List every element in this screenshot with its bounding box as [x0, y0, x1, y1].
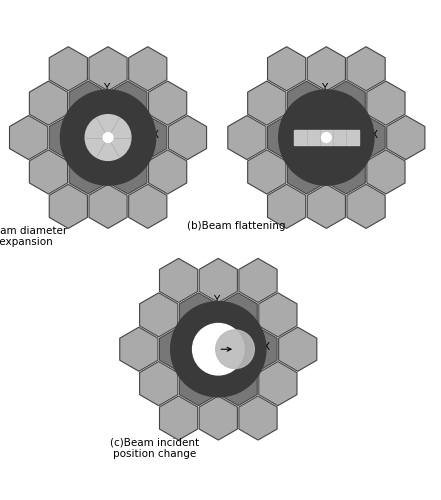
- Circle shape: [103, 132, 113, 142]
- Polygon shape: [179, 362, 217, 406]
- Text: (a) Beam diameter
     expansion: (a) Beam diameter expansion: [0, 226, 67, 248]
- Polygon shape: [109, 150, 147, 194]
- Polygon shape: [10, 116, 48, 160]
- Polygon shape: [149, 81, 187, 125]
- Polygon shape: [89, 184, 127, 228]
- Polygon shape: [347, 116, 385, 160]
- Polygon shape: [219, 362, 257, 406]
- Polygon shape: [367, 81, 405, 125]
- Polygon shape: [140, 293, 178, 337]
- Polygon shape: [268, 116, 306, 160]
- Text: X: X: [262, 342, 269, 352]
- Polygon shape: [30, 150, 67, 194]
- Polygon shape: [69, 150, 107, 194]
- Polygon shape: [168, 116, 206, 160]
- Polygon shape: [228, 116, 266, 160]
- Polygon shape: [288, 81, 325, 125]
- Text: (c)Beam incident
position change: (c)Beam incident position change: [110, 438, 199, 459]
- Polygon shape: [129, 184, 167, 228]
- Polygon shape: [248, 150, 286, 194]
- Polygon shape: [268, 46, 306, 91]
- Circle shape: [321, 132, 331, 142]
- Polygon shape: [179, 293, 217, 337]
- Polygon shape: [149, 150, 187, 194]
- Polygon shape: [387, 116, 425, 160]
- Polygon shape: [199, 258, 237, 302]
- Polygon shape: [120, 327, 158, 372]
- Polygon shape: [140, 362, 178, 406]
- Polygon shape: [69, 81, 107, 125]
- Polygon shape: [259, 293, 297, 337]
- Text: Y: Y: [321, 84, 327, 94]
- Polygon shape: [307, 184, 345, 228]
- Polygon shape: [160, 327, 198, 372]
- Polygon shape: [327, 81, 365, 125]
- Polygon shape: [259, 362, 297, 406]
- Polygon shape: [239, 327, 277, 372]
- Circle shape: [216, 330, 254, 368]
- Polygon shape: [239, 258, 277, 302]
- Polygon shape: [30, 81, 67, 125]
- Circle shape: [193, 324, 244, 375]
- Polygon shape: [288, 150, 325, 194]
- Polygon shape: [248, 81, 286, 125]
- Polygon shape: [367, 150, 405, 194]
- Text: Y: Y: [213, 295, 219, 305]
- Polygon shape: [347, 46, 385, 91]
- Polygon shape: [129, 116, 167, 160]
- Text: (b)Beam flattening: (b)Beam flattening: [187, 222, 285, 232]
- Text: Y: Y: [103, 84, 109, 94]
- Polygon shape: [89, 46, 127, 91]
- Polygon shape: [268, 184, 306, 228]
- Polygon shape: [219, 293, 257, 337]
- Polygon shape: [49, 116, 87, 160]
- Circle shape: [85, 114, 131, 160]
- Polygon shape: [347, 184, 385, 228]
- Polygon shape: [49, 184, 87, 228]
- Text: X: X: [152, 130, 159, 140]
- Polygon shape: [129, 46, 167, 91]
- Bar: [294, 130, 359, 146]
- Polygon shape: [307, 46, 345, 91]
- Polygon shape: [49, 46, 87, 91]
- Text: X: X: [370, 130, 377, 140]
- Polygon shape: [279, 327, 317, 372]
- Polygon shape: [199, 396, 237, 440]
- Polygon shape: [160, 396, 198, 440]
- Circle shape: [279, 90, 374, 185]
- Polygon shape: [327, 150, 365, 194]
- Polygon shape: [160, 258, 198, 302]
- Polygon shape: [239, 396, 277, 440]
- Polygon shape: [109, 81, 147, 125]
